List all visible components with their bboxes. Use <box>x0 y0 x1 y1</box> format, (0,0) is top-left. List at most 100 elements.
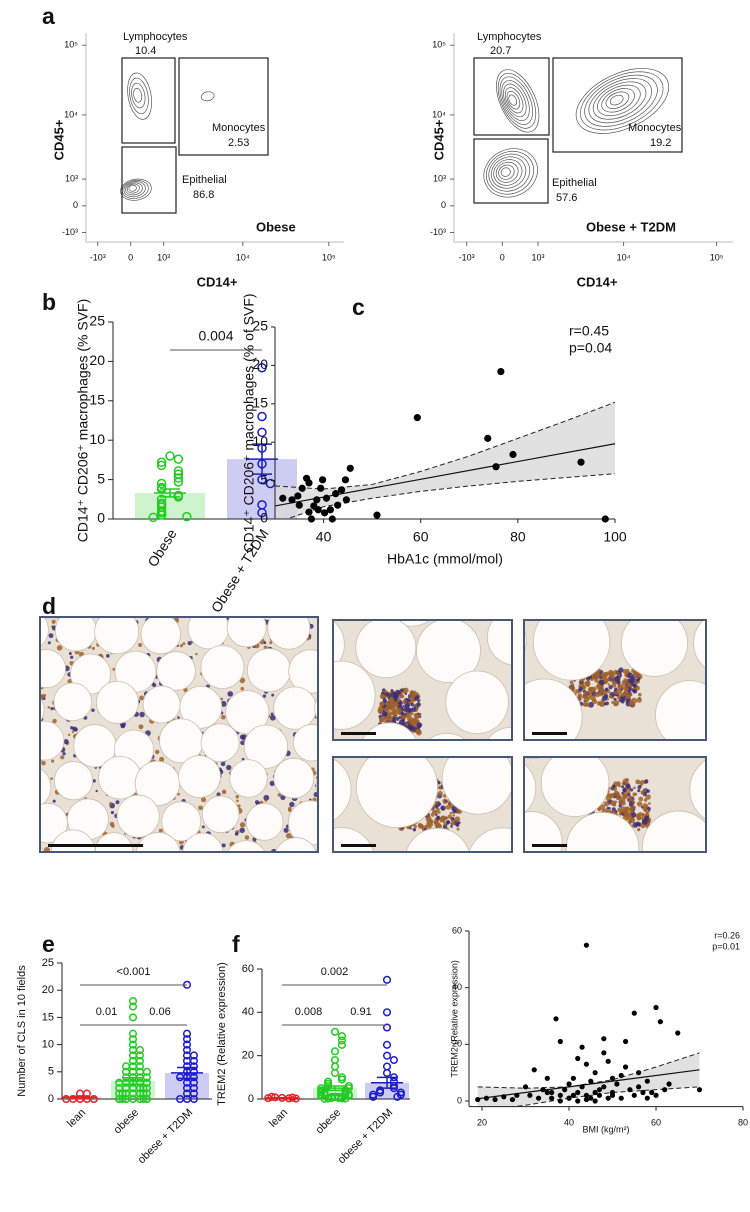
contour <box>127 72 153 120</box>
stain <box>239 677 246 684</box>
stain <box>406 716 411 721</box>
data-point <box>288 496 296 504</box>
fat-cell <box>653 546 723 616</box>
stain <box>177 716 180 719</box>
stain <box>264 799 267 803</box>
stain <box>110 811 115 815</box>
fat-cell <box>642 810 706 852</box>
stain <box>434 809 439 814</box>
stain <box>198 805 203 811</box>
data-point <box>622 1064 629 1070</box>
stain <box>632 672 638 678</box>
data-point <box>592 1098 598 1104</box>
stain <box>43 846 50 852</box>
fat-cell <box>273 686 317 730</box>
stain <box>70 655 74 659</box>
data-point <box>156 460 167 471</box>
data-point <box>614 1081 620 1087</box>
stain <box>411 707 417 713</box>
contour <box>495 161 519 183</box>
data-point <box>544 1075 550 1081</box>
data-point <box>128 1035 138 1044</box>
stain <box>637 692 642 697</box>
stain <box>68 652 72 655</box>
stain <box>392 694 398 699</box>
stain <box>598 679 605 686</box>
stain <box>220 697 224 701</box>
fat-cell <box>243 724 288 769</box>
data-point <box>189 1062 198 1071</box>
fat-cell <box>201 795 240 834</box>
data-point <box>317 484 325 492</box>
stain <box>187 640 192 646</box>
stain <box>600 693 603 697</box>
stain <box>410 702 415 707</box>
fat-cell <box>200 723 240 763</box>
stain <box>442 816 447 820</box>
contour <box>579 71 664 131</box>
data-point <box>601 1084 607 1090</box>
data-point <box>182 1029 192 1038</box>
stain <box>642 803 649 809</box>
data-point <box>596 1092 603 1098</box>
contour <box>497 72 537 129</box>
data-point <box>314 506 322 514</box>
fat-cell <box>95 681 139 724</box>
stain <box>402 687 409 694</box>
stain <box>269 641 273 645</box>
stain <box>648 802 651 805</box>
y-tick-label: 0 <box>441 200 446 210</box>
stain <box>584 702 590 707</box>
contour <box>592 81 647 120</box>
stain <box>437 810 441 814</box>
fat-cell <box>73 572 111 610</box>
stain <box>379 701 385 707</box>
fat-cell <box>524 763 537 814</box>
data-point <box>328 515 336 523</box>
stain <box>50 707 54 711</box>
error-bar <box>319 1085 351 1092</box>
x-tick-label: lean <box>267 1107 290 1130</box>
stain <box>450 825 453 828</box>
data-point <box>324 1094 333 1103</box>
stain <box>584 680 591 686</box>
stain <box>408 725 414 731</box>
data-point <box>135 1045 144 1055</box>
stain <box>283 827 289 833</box>
contour <box>125 182 143 196</box>
data-point <box>165 451 175 461</box>
fat-cell <box>161 801 202 842</box>
stain <box>633 806 637 809</box>
micrograph-frame <box>523 619 707 741</box>
data-point <box>618 1095 624 1101</box>
x-tick-label: 0 <box>128 252 133 262</box>
contour <box>506 90 521 110</box>
fat-cell <box>693 620 706 669</box>
data-point <box>675 1030 681 1036</box>
data-point <box>497 367 505 376</box>
data-point <box>570 1092 576 1098</box>
x-tick-label: -10³ <box>90 252 106 262</box>
fat-cell <box>532 620 611 681</box>
data-point <box>696 1087 703 1093</box>
data-point <box>666 1081 672 1087</box>
data-point <box>631 1092 637 1098</box>
stain <box>456 827 460 831</box>
data-point <box>382 975 392 984</box>
stain <box>616 781 621 786</box>
data-point <box>631 1010 637 1016</box>
data-point <box>135 1056 144 1065</box>
contour <box>129 77 149 115</box>
stain <box>635 779 641 785</box>
stain <box>289 801 295 808</box>
data-point <box>622 1038 629 1045</box>
y-tick-label: 60 <box>452 925 462 935</box>
stain <box>645 810 649 814</box>
stain <box>417 712 420 716</box>
contour <box>597 84 641 117</box>
data-point <box>295 501 303 509</box>
fat-cell <box>246 648 292 693</box>
data-point <box>596 1087 603 1093</box>
stain <box>412 827 417 832</box>
data-point <box>307 515 316 523</box>
